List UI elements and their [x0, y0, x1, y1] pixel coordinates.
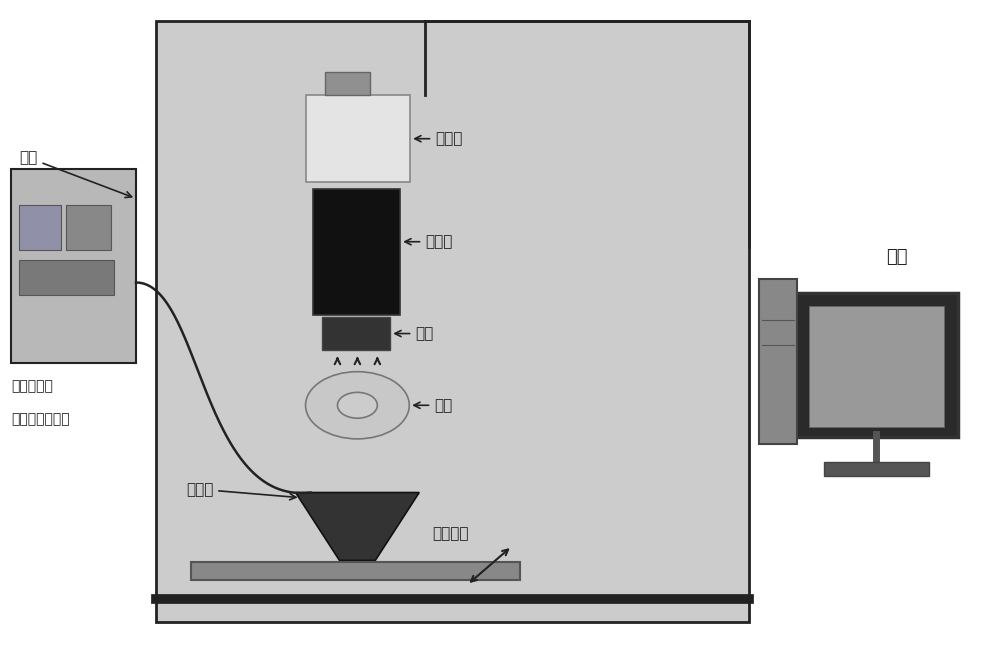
Text: （内含卤素灯）: （内含卤素灯） — [11, 411, 70, 426]
Text: 镶头: 镶头 — [395, 326, 433, 341]
Polygon shape — [296, 493, 419, 560]
FancyBboxPatch shape — [824, 462, 929, 476]
Text: 样本: 样本 — [414, 398, 452, 413]
Text: 光谱仪: 光谱仪 — [405, 234, 453, 249]
FancyBboxPatch shape — [759, 279, 797, 444]
FancyBboxPatch shape — [795, 293, 958, 437]
FancyBboxPatch shape — [19, 260, 114, 295]
FancyBboxPatch shape — [809, 306, 944, 426]
FancyBboxPatch shape — [19, 205, 61, 250]
Circle shape — [337, 393, 377, 418]
FancyBboxPatch shape — [66, 205, 111, 250]
Text: 线光源: 线光源 — [186, 482, 296, 500]
FancyBboxPatch shape — [322, 317, 390, 350]
Circle shape — [306, 372, 409, 439]
FancyBboxPatch shape — [191, 561, 520, 580]
FancyBboxPatch shape — [306, 95, 410, 182]
Text: 传送装置: 传送装置 — [432, 526, 469, 541]
FancyBboxPatch shape — [156, 21, 749, 622]
Text: 电脑: 电脑 — [886, 249, 907, 266]
Text: 摄像机: 摄像机 — [415, 131, 463, 146]
FancyBboxPatch shape — [313, 189, 400, 315]
FancyBboxPatch shape — [325, 73, 370, 95]
FancyBboxPatch shape — [11, 169, 136, 363]
Text: 光纤: 光纤 — [19, 151, 132, 197]
Text: 光源控制器: 光源控制器 — [11, 380, 53, 393]
